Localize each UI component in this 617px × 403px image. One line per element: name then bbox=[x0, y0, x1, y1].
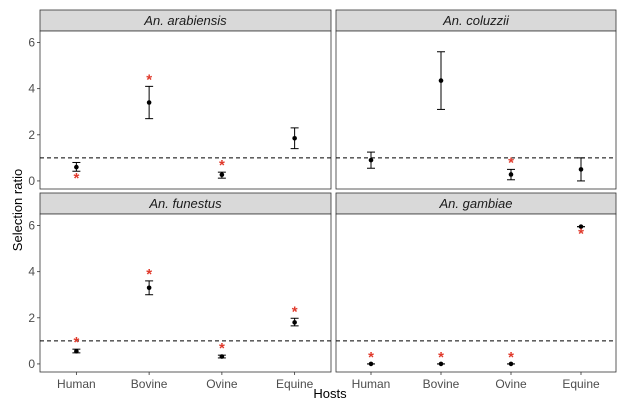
data-point bbox=[578, 167, 584, 172]
data-point bbox=[438, 361, 444, 367]
significance-marker: * bbox=[146, 71, 152, 88]
y-tick-label: 2 bbox=[28, 128, 35, 142]
data-point bbox=[438, 78, 444, 83]
facet-panel: An. gambiae Human Bovine Ovine Equine * * * * bbox=[335, 192, 617, 391]
x-tick-label: Ovine bbox=[206, 377, 238, 391]
y-tick-label: 6 bbox=[28, 219, 35, 233]
x-tick-label: Bovine bbox=[423, 377, 460, 391]
data-point bbox=[146, 285, 152, 291]
x-tick-label: Human bbox=[352, 377, 391, 391]
significance-marker: * bbox=[73, 334, 79, 351]
facet-panel: An. funestus 0 2 4 6 Human Bovine Ovine Equine * *… bbox=[28, 192, 332, 391]
significance-marker: * bbox=[578, 226, 584, 243]
data-point bbox=[74, 348, 79, 354]
data-point bbox=[292, 320, 297, 325]
facet-title: An. funestus bbox=[148, 196, 222, 211]
x-tick-label: Equine bbox=[276, 377, 314, 391]
data-point bbox=[368, 361, 374, 367]
y-tick-label: 2 bbox=[28, 311, 35, 325]
significance-marker: * bbox=[508, 154, 514, 171]
facet-plot-area bbox=[335, 30, 617, 190]
data-point bbox=[219, 354, 225, 359]
facet-plot-area bbox=[39, 213, 332, 373]
y-tick-label: 6 bbox=[28, 36, 35, 50]
y-tick-label: 4 bbox=[28, 265, 35, 279]
facet-plot-area bbox=[335, 213, 617, 373]
data-point bbox=[578, 224, 584, 229]
data-point bbox=[219, 172, 225, 177]
significance-marker: * bbox=[508, 349, 514, 366]
y-tick-label: 0 bbox=[28, 174, 35, 188]
significance-marker: * bbox=[438, 349, 444, 366]
significance-marker: * bbox=[73, 170, 79, 187]
facet-plot-area bbox=[39, 30, 332, 190]
facet-title: An. arabiensis bbox=[143, 13, 227, 28]
y-tick-label: 0 bbox=[28, 357, 35, 371]
data-point bbox=[508, 361, 514, 367]
y-tick-label: 4 bbox=[28, 82, 35, 96]
facet-title: An. coluzzii bbox=[442, 13, 510, 28]
x-tick-label: Human bbox=[57, 377, 96, 391]
significance-marker: * bbox=[368, 349, 374, 366]
facet-panel: An. arabiensis 0 2 4 6 * * * bbox=[28, 9, 332, 190]
data-point bbox=[146, 100, 152, 105]
data-point bbox=[368, 157, 374, 163]
significance-marker: * bbox=[219, 340, 225, 357]
x-tick-label: Ovine bbox=[495, 377, 527, 391]
y-axis-title: Selection ratio bbox=[10, 169, 25, 251]
data-point bbox=[508, 172, 514, 177]
facet-title: An. gambiae bbox=[439, 196, 513, 211]
significance-marker: * bbox=[146, 266, 152, 283]
x-tick-label: Bovine bbox=[131, 377, 168, 391]
facet-panel: An. coluzzii * bbox=[335, 9, 617, 190]
data-point bbox=[292, 135, 297, 141]
significance-marker: * bbox=[219, 157, 225, 174]
x-tick-label: Equine bbox=[562, 377, 600, 391]
data-point bbox=[74, 164, 79, 170]
x-axis-title: Hosts bbox=[313, 386, 347, 401]
significance-marker: * bbox=[292, 303, 298, 320]
